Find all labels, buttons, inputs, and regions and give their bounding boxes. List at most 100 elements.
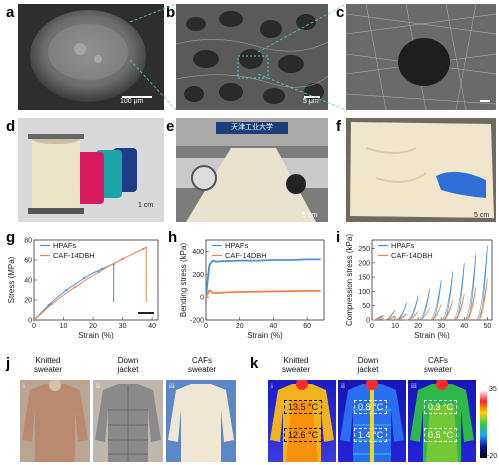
x-tick-label-3: 60 bbox=[303, 323, 311, 330]
x-tick-label-5: 50 bbox=[483, 323, 491, 330]
x-tick-label-1: 20 bbox=[236, 323, 244, 330]
panel-label-d: d bbox=[6, 118, 16, 135]
series-1-point-0 bbox=[32, 318, 36, 322]
y-axis-label: Stress (MPa) bbox=[7, 256, 16, 303]
thermal-temp-k2-lower: 1.4 °C bbox=[354, 428, 388, 442]
zoom-connector-lines bbox=[129, 3, 347, 111]
thermal-colorbar bbox=[480, 390, 487, 458]
panel-a: 100 μm a bbox=[0, 0, 166, 112]
series-0-point-6 bbox=[82, 276, 86, 280]
series-0-cycle-9 bbox=[475, 245, 488, 321]
scale-text-e: 5 cm bbox=[302, 212, 318, 219]
scale-text-b: 5 μm bbox=[303, 98, 319, 105]
y-tick-label-0: 0 bbox=[366, 318, 370, 325]
thermal-temp-k3-lower: 0.5 °C bbox=[424, 428, 458, 442]
chart-i-compression-stress: 0 10 20 30 40 50 0 50 100 150 200 250 Strain (%) Comp… bbox=[345, 234, 493, 340]
legend-label-1: CAF-14DBH bbox=[225, 251, 267, 260]
series-1-line bbox=[205, 288, 321, 298]
plot-frame bbox=[205, 239, 325, 321]
nanofiber-network-illustration bbox=[346, 4, 496, 110]
roman-j2: ii bbox=[96, 382, 100, 390]
series-0-cycle-7 bbox=[452, 262, 465, 321]
x-tick-label-0: 0 bbox=[370, 323, 374, 330]
x-tick-label-2: 20 bbox=[89, 323, 97, 330]
fiber-spools-photo bbox=[18, 118, 164, 222]
series-0-line bbox=[205, 258, 321, 298]
y-tick-label-0: 0 bbox=[28, 318, 32, 325]
series-1-point-6 bbox=[97, 270, 101, 274]
y-tick-label-2: 200 bbox=[192, 272, 204, 279]
panel-label-i: i bbox=[336, 229, 341, 246]
series-1-cycle-5 bbox=[429, 304, 442, 321]
down-jacket-photo: ii bbox=[93, 380, 163, 462]
y-tick-label-1: 20 bbox=[24, 298, 32, 305]
sem-nanofiber-network-image bbox=[346, 4, 496, 110]
x-tick-label-3: 30 bbox=[119, 323, 127, 330]
series-0-cycle-2 bbox=[395, 302, 407, 321]
scale-text-a: 100 μm bbox=[120, 98, 144, 105]
legend-label-1: CAF-14DBH bbox=[391, 251, 433, 260]
panel-c: c bbox=[332, 0, 499, 112]
y-tick-label-2: 40 bbox=[24, 278, 32, 285]
y-axis-label: Bending stress (kPa) bbox=[179, 243, 188, 318]
panel-label-g: g bbox=[6, 229, 16, 246]
fiber-cross-section-illustration bbox=[18, 4, 164, 110]
porous-structure-illustration bbox=[176, 4, 328, 110]
garment-title-j2: Down jacket bbox=[117, 356, 139, 375]
panel-label-a: a bbox=[6, 4, 15, 21]
series-1-cycle-9 bbox=[475, 278, 488, 321]
y-tick-label-4: 80 bbox=[24, 238, 32, 245]
x-axis-label: Strain (%) bbox=[78, 331, 114, 340]
roman-j1: i bbox=[23, 382, 25, 390]
thermal-temp-k1-lower: 12.6 °C bbox=[284, 428, 323, 442]
panel-label-b: b bbox=[166, 4, 176, 21]
y-tick-label-0: -200 bbox=[190, 318, 204, 325]
series-0-cycle-8 bbox=[464, 254, 477, 321]
panel-label-j: j bbox=[6, 355, 11, 372]
panel-i: 0 10 20 30 40 50 0 50 100 150 200 250 Strain (%) Comp… bbox=[332, 228, 499, 348]
fabric-with-hand-illustration bbox=[346, 118, 496, 222]
y-tick-label-3: 150 bbox=[358, 275, 370, 282]
colorbar-min-label: -20 bbox=[487, 453, 498, 460]
cafs-sweater-photo: iii bbox=[166, 380, 236, 462]
thermal-temp-k2-upper: 0.8 °C bbox=[354, 400, 388, 414]
garment-title-j3: CAFs sweater bbox=[187, 356, 216, 375]
plot-frame bbox=[371, 239, 493, 321]
series-1-cycle-8 bbox=[464, 287, 477, 321]
fabric-production-illustration bbox=[176, 118, 328, 222]
panel-k: k Knitted sweater Down jacket CAFs sweat… bbox=[248, 350, 499, 465]
y-tick-label-2: 100 bbox=[358, 289, 370, 296]
x-tick-label-0: 0 bbox=[32, 323, 36, 330]
garment-title-k2: Down jacket bbox=[357, 356, 379, 375]
y-tick-label-1: 0 bbox=[200, 295, 204, 302]
series-1-point-2 bbox=[50, 302, 53, 306]
x-tick-label-3: 30 bbox=[437, 323, 445, 330]
scale-bar-d bbox=[138, 312, 154, 314]
y-axis-label: Compression stress (kPa) bbox=[345, 234, 354, 326]
series-1-point-4 bbox=[74, 285, 77, 289]
series-0-cycle-1 bbox=[383, 309, 396, 321]
panel-j: j Knitted sweater Down jacket CAFs sweat… bbox=[0, 350, 240, 465]
thermal-down-jacket: ii 0.8 °C 1.4 °C bbox=[338, 380, 406, 462]
y-tick-label-1: 50 bbox=[362, 303, 370, 310]
x-tick-label-0: 0 bbox=[204, 323, 208, 330]
y-tick-label-4: 200 bbox=[358, 260, 370, 267]
banner-text: 天津工业大学 bbox=[231, 124, 273, 131]
colorbar-max-label: 35 bbox=[489, 386, 497, 393]
x-axis-label: Strain (%) bbox=[247, 331, 283, 340]
roman-k1: i bbox=[271, 382, 273, 390]
roman-k3: iii bbox=[411, 382, 417, 390]
thermal-temp-k3-upper: 0.3 °C bbox=[424, 400, 458, 414]
scale-bar-c bbox=[480, 100, 490, 102]
thermal-knitted-sweater: i 13.5 °C 12.6 °C bbox=[268, 380, 336, 462]
legend-label-0: HPAFs bbox=[391, 241, 414, 250]
panel-b: 5 μm b bbox=[166, 0, 332, 112]
series-1-point-10 bbox=[142, 247, 145, 251]
series-1-point-8 bbox=[121, 257, 124, 261]
x-tick-label-1: 10 bbox=[391, 323, 399, 330]
scale-bar-b bbox=[304, 96, 320, 98]
panel-h: 0 20 40 60 -200 0 200 400 Strain (%) Bending stre… bbox=[166, 228, 332, 348]
series-1-cycle-6 bbox=[441, 299, 454, 321]
series-1-cycle-4 bbox=[418, 307, 431, 321]
